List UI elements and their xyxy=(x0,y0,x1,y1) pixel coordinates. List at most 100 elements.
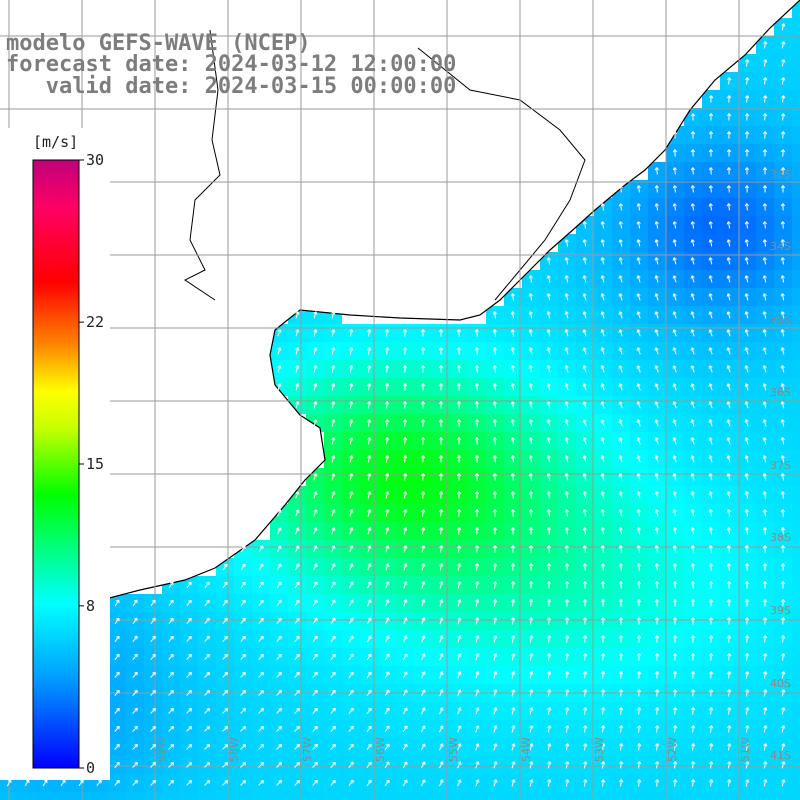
wind-arrow xyxy=(600,509,605,517)
speed-cell xyxy=(576,792,594,800)
wind-arrow xyxy=(384,725,390,733)
wind-arrow xyxy=(510,401,515,409)
wind-arrow xyxy=(763,113,768,121)
wind-arrow xyxy=(673,779,678,787)
wind-arrow xyxy=(78,779,84,787)
wind-arrow xyxy=(564,563,570,571)
wind-arrow xyxy=(690,185,695,193)
wind-arrow xyxy=(168,726,174,732)
speed-cell xyxy=(468,792,486,800)
wind-arrow xyxy=(186,635,192,642)
wind-arrow xyxy=(510,311,515,319)
wind-arrow xyxy=(582,365,587,373)
wind-arrow xyxy=(258,762,265,768)
wind-arrow xyxy=(618,401,623,409)
wind-arrow xyxy=(186,690,192,696)
wind-arrow xyxy=(763,77,768,85)
wind-arrow xyxy=(403,635,408,643)
wind-arrow xyxy=(240,671,246,678)
wind-arrow xyxy=(744,401,749,409)
wind-arrow xyxy=(762,257,767,265)
wind-arrow xyxy=(132,635,138,643)
wind-arrow xyxy=(528,365,533,373)
wind-arrow xyxy=(745,653,750,661)
wind-arrow xyxy=(637,689,642,697)
wind-arrow xyxy=(420,455,426,463)
wind-arrow xyxy=(511,689,516,697)
wind-arrow xyxy=(402,761,408,769)
wind-arrow xyxy=(331,473,336,481)
speed-cell xyxy=(792,792,800,800)
wind-arrow xyxy=(583,743,588,751)
valid-date: valid date: 2024-03-15 00:00:00 xyxy=(6,74,457,99)
wind-arrow xyxy=(636,545,641,553)
wind-arrow xyxy=(367,545,372,553)
speed-cell xyxy=(792,342,800,360)
wind-arrow xyxy=(727,725,732,733)
wind-arrow xyxy=(457,617,462,625)
wind-arrow xyxy=(276,635,282,643)
speed-cell xyxy=(792,576,800,594)
wind-arrow xyxy=(510,527,516,535)
wind-arrow xyxy=(438,473,444,481)
wind-arrow xyxy=(150,780,156,786)
wind-arrow xyxy=(456,365,462,373)
wind-arrow xyxy=(510,347,515,355)
wind-arrow xyxy=(691,725,696,733)
wind-arrow xyxy=(421,527,426,535)
wind-arrow xyxy=(349,437,354,445)
wind-arrow xyxy=(708,275,713,283)
speed-cell xyxy=(792,756,800,774)
wind-arrow xyxy=(528,473,533,481)
wind-arrow xyxy=(636,671,642,679)
speed-cell xyxy=(54,792,72,800)
speed-cell xyxy=(792,738,800,756)
wind-arrow xyxy=(186,780,193,786)
wind-arrow xyxy=(726,617,732,625)
wind-arrow xyxy=(780,275,785,283)
wind-arrow xyxy=(762,239,767,247)
wind-arrow xyxy=(150,707,156,714)
wind-arrow xyxy=(690,347,695,355)
speed-cell xyxy=(216,792,234,800)
wind-arrow xyxy=(726,581,732,589)
speed-cell xyxy=(486,792,504,800)
wind-arrow xyxy=(240,762,247,768)
wind-arrow xyxy=(493,581,498,589)
wind-arrow xyxy=(348,653,354,661)
wind-arrow xyxy=(313,311,318,319)
wind-arrow xyxy=(313,419,318,427)
wind-arrow xyxy=(708,635,714,643)
wind-arrow xyxy=(439,599,444,607)
speed-cell xyxy=(792,414,800,432)
wind-arrow xyxy=(385,509,390,517)
speed-cell xyxy=(342,792,360,800)
wind-arrow xyxy=(132,725,138,732)
wind-arrow xyxy=(349,419,354,427)
wind-arrow xyxy=(744,527,749,535)
wind-arrow xyxy=(564,437,569,445)
wind-arrow xyxy=(475,581,480,589)
wind-arrow xyxy=(781,707,786,715)
lon-label: 61W xyxy=(8,737,21,762)
wind-arrow xyxy=(744,275,749,283)
wind-arrow xyxy=(618,545,623,553)
wind-arrow xyxy=(763,725,768,733)
wind-arrow xyxy=(276,708,282,714)
wind-arrow xyxy=(691,779,696,787)
wind-arrow xyxy=(420,743,426,751)
wind-arrow xyxy=(420,365,426,373)
wind-arrow xyxy=(781,617,786,625)
wind-arrow xyxy=(690,581,695,589)
speed-cell xyxy=(522,792,540,800)
wind-arrow xyxy=(331,401,336,409)
wind-arrow xyxy=(601,761,606,769)
wind-arrow xyxy=(619,671,624,679)
speed-cell xyxy=(792,486,800,504)
wind-arrow xyxy=(780,563,786,571)
wind-arrow xyxy=(726,257,731,265)
wind-arrow xyxy=(474,437,479,445)
wind-arrow xyxy=(331,329,336,337)
wind-arrow xyxy=(726,635,732,643)
